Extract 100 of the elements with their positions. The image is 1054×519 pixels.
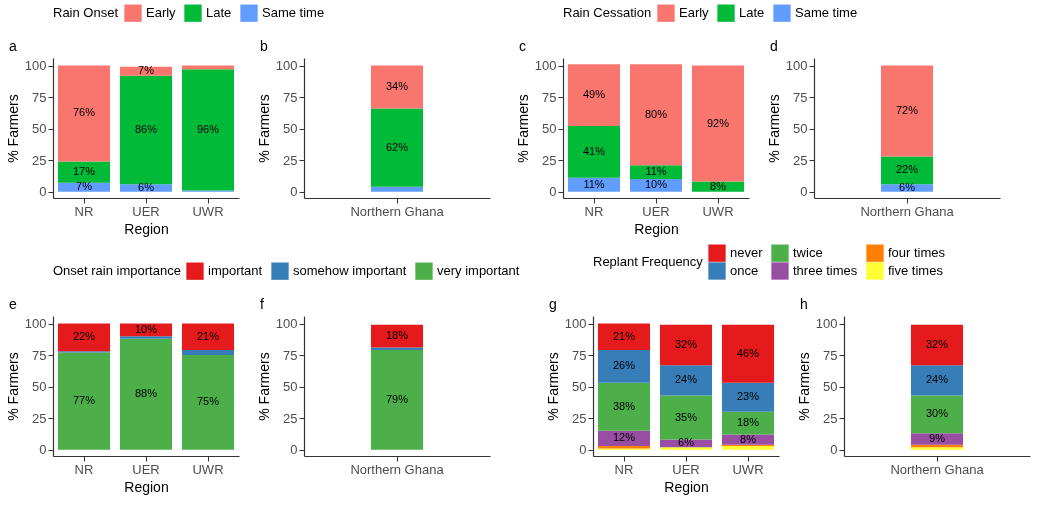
data-label: 96% [196,122,220,135]
data-label: 21% [612,329,636,342]
x-tick-label: UER [132,461,160,477]
y-tick-label: 50 [283,379,298,395]
legend-label: twice [793,245,823,261]
data-label: 12% [612,431,636,444]
data-label: 24% [925,373,949,386]
x-tick-label: UWR [192,461,224,477]
x-tick-label: UER [132,203,160,219]
data-label: 11% [583,177,605,190]
y-tick-label: 0 [579,442,587,458]
y-tick-label: 50 [542,121,557,137]
data-label: 26% [612,359,636,372]
chart-title: f [260,296,264,312]
data-label: 18% [385,329,409,342]
data-label: 88% [134,387,158,400]
data-label: 6% [899,180,916,193]
y-tick-label: 50 [793,121,808,137]
y-tick-label: 25 [542,152,557,168]
data-label: 30% [925,407,949,420]
chart-title: h [800,296,808,312]
legend-title: Rain Onset [53,5,119,20]
data-label: 32% [925,338,949,351]
chart-title: c [519,38,526,54]
data-label: 38% [612,399,636,412]
data-label: 23% [736,390,760,403]
data-label: 76% [72,106,96,119]
x-tick-label: UWR [192,203,224,219]
y-tick-label: 0 [290,442,298,458]
data-label: 8% [740,432,757,445]
x-tick-label: UWR [702,203,734,219]
y-tick-label: 75 [542,89,557,105]
y-axis-title: % Farmers [765,94,782,163]
x-tick-label: NR [584,203,604,219]
x-tick-label: NR [614,461,634,477]
y-tick-label: 100 [564,316,587,332]
legend-label: five times [888,263,944,278]
x-axis-title: Region [124,220,169,237]
y-tick-label: 100 [275,316,298,332]
legend-title: Onset rain importance [53,263,181,278]
x-axis-title: Region [664,478,709,495]
data-label: 22% [895,163,919,176]
y-tick-label: 50 [572,379,587,395]
y-tick-label: 25 [793,152,808,168]
chart-title: g [549,296,557,312]
y-tick-label: 100 [534,58,557,74]
y-tick-label: 100 [24,316,47,332]
y-tick-label: 50 [283,121,298,137]
data-label: 75% [196,395,220,408]
data-label: 72% [895,103,919,116]
data-label: 32% [674,338,698,351]
x-tick-label: Northern Ghana [860,203,955,219]
legend-label: somehow important [293,263,407,279]
y-axis-title: % Farmers [4,352,21,421]
data-label: 6% [138,180,155,193]
data-label: 35% [674,410,698,423]
x-tick-label: Northern Ghana [350,461,445,477]
legend-label: important [208,263,263,279]
legend-label: Late [739,5,765,21]
chart-title: e [9,296,17,312]
y-tick-label: 50 [32,379,47,395]
y-axis-title: % Farmers [795,352,812,421]
data-label: 79% [385,392,409,405]
legend-label: Late [206,5,232,21]
chart-title: b [260,38,268,54]
data-label: 34% [385,80,409,93]
y-tick-label: 25 [572,410,587,426]
y-tick-label: 25 [823,410,838,426]
y-tick-label: 100 [275,58,298,74]
y-tick-label: 100 [815,316,838,332]
y-axis-title: % Farmers [255,352,272,421]
y-tick-label: 0 [290,184,298,200]
data-label: 17% [72,165,96,178]
y-tick-label: 100 [785,58,808,74]
y-tick-label: 100 [24,58,47,74]
data-label: 24% [674,373,698,386]
x-tick-label: UWR [732,461,764,477]
y-tick-label: 25 [32,152,47,168]
data-label: 8% [710,179,727,192]
data-label: 22% [72,330,96,343]
y-tick-label: 0 [549,184,557,200]
legend-label: Same time [262,5,325,21]
data-label: 7% [138,64,155,77]
data-label: 46% [736,346,760,359]
x-axis-title: Region [634,220,679,237]
y-tick-label: 0 [830,442,838,458]
y-axis-title: % Farmers [255,94,272,163]
legend-label: once [730,263,759,278]
legend-label: four times [888,245,946,261]
x-tick-label: Northern Ghana [890,461,985,477]
y-tick-label: 25 [32,410,47,426]
data-label: 21% [196,329,220,342]
y-tick-label: 75 [823,347,838,363]
x-tick-label: NR [74,203,94,219]
y-tick-label: 75 [793,89,808,105]
chart-title: d [770,38,778,54]
x-tick-label: Northern Ghana [350,203,445,219]
y-axis-title: % Farmers [4,94,21,163]
chart-title: a [9,38,17,54]
data-label: 77% [72,394,96,407]
